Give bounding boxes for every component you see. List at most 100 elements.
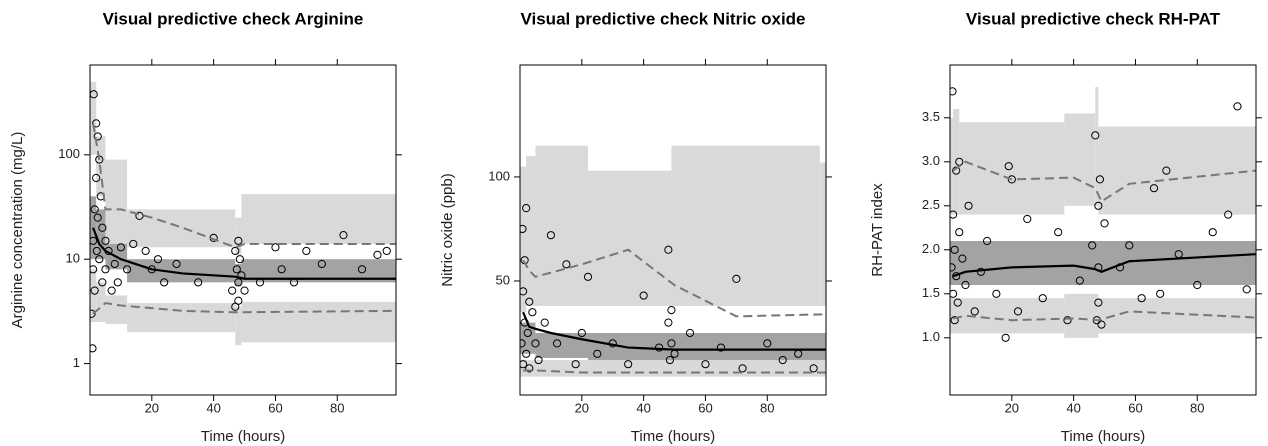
observation — [107, 286, 116, 295]
observation — [1162, 166, 1171, 175]
observation — [552, 339, 562, 348]
prediction-band — [105, 295, 128, 324]
prediction-band — [1098, 126, 1256, 215]
observation — [141, 246, 150, 256]
observation — [1233, 102, 1242, 111]
plot-frame — [519, 64, 827, 396]
observation — [701, 360, 710, 369]
observation — [950, 316, 959, 325]
y-tick-label: 2.0 — [922, 241, 940, 256]
observation — [982, 236, 992, 246]
prediction-band — [535, 145, 588, 306]
observation — [577, 328, 586, 338]
observation — [716, 343, 726, 352]
y-tick-label: 2.5 — [922, 197, 940, 212]
observation — [732, 274, 741, 283]
observation — [540, 318, 549, 327]
chart-title: Visual predictive check Arginine — [103, 9, 364, 28]
observation — [520, 360, 528, 369]
prediction-band — [96, 282, 106, 323]
observation — [952, 272, 961, 281]
prediction-band — [1064, 113, 1096, 206]
x-axis-label: Time (hours) — [631, 428, 715, 445]
observation — [234, 236, 243, 245]
observation — [95, 255, 104, 264]
observation — [98, 223, 107, 232]
y-tick-label: 3.5 — [922, 109, 940, 124]
prediction-band — [235, 306, 242, 346]
observation — [520, 339, 526, 348]
prediction-band — [127, 259, 236, 283]
x-tick-label: 20 — [1005, 400, 1019, 415]
observation — [1224, 210, 1233, 219]
y-axis-label: Nitric oxide (ppb) — [439, 173, 456, 286]
observation — [522, 204, 531, 213]
observation — [664, 318, 673, 327]
prediction-band — [127, 303, 236, 333]
y-tick-label: 3.0 — [922, 153, 940, 168]
prediction-band — [588, 170, 672, 306]
observation — [1007, 175, 1016, 184]
observation — [520, 224, 527, 234]
chart-title: Visual predictive check RH-PAT — [966, 9, 1221, 28]
x-tick-label: 80 — [1190, 400, 1204, 415]
observation — [950, 87, 957, 96]
y-tick-label: 1 — [73, 355, 80, 370]
observation — [1023, 214, 1032, 224]
observation — [135, 211, 144, 220]
observation — [1097, 320, 1106, 329]
observation — [373, 250, 382, 259]
observation — [809, 364, 818, 373]
prediction-band — [526, 156, 536, 306]
observation — [235, 255, 245, 264]
observation — [194, 278, 203, 287]
observation — [1004, 162, 1013, 171]
y-tick-label: 1.5 — [922, 285, 940, 300]
observation — [234, 278, 243, 287]
observation — [129, 239, 138, 249]
observation — [101, 236, 110, 245]
y-tick-label: 1.0 — [922, 329, 940, 344]
observation — [153, 255, 163, 264]
observation — [639, 291, 648, 300]
observation — [562, 260, 571, 269]
observation — [664, 245, 673, 254]
observation — [1063, 316, 1072, 325]
observation — [953, 298, 962, 307]
observation — [778, 355, 787, 365]
observation — [950, 263, 956, 272]
prediction-band — [90, 81, 97, 155]
observation — [92, 246, 101, 256]
observation — [113, 278, 122, 287]
observation — [522, 349, 531, 358]
observation — [1038, 294, 1047, 303]
prediction-band — [535, 332, 588, 358]
prediction-band — [1095, 87, 1099, 206]
observation — [110, 259, 119, 269]
prediction-band — [235, 217, 242, 255]
prediction-band — [105, 159, 128, 251]
observation — [90, 309, 96, 318]
observation — [523, 328, 532, 338]
observation — [654, 343, 664, 352]
percentile-line — [522, 311, 826, 351]
observation — [961, 280, 970, 290]
y-tick-label: 10 — [66, 251, 80, 266]
observation — [172, 259, 181, 269]
panel: 20 40 60 80 1.0 1.5 2.0 2.5 3.0 3.5 Visual predict… — [869, 9, 1262, 445]
prediction-band — [953, 109, 960, 215]
observation — [667, 306, 676, 315]
observation — [302, 246, 311, 256]
observation — [234, 296, 243, 305]
prediction-band — [950, 117, 954, 215]
plot-frame — [89, 64, 397, 396]
observation — [955, 228, 964, 237]
observation — [232, 265, 241, 274]
observation — [624, 360, 633, 369]
observation — [93, 213, 102, 222]
observation — [1095, 175, 1105, 184]
observation — [357, 265, 367, 274]
observation — [665, 355, 675, 365]
observation — [964, 201, 973, 210]
